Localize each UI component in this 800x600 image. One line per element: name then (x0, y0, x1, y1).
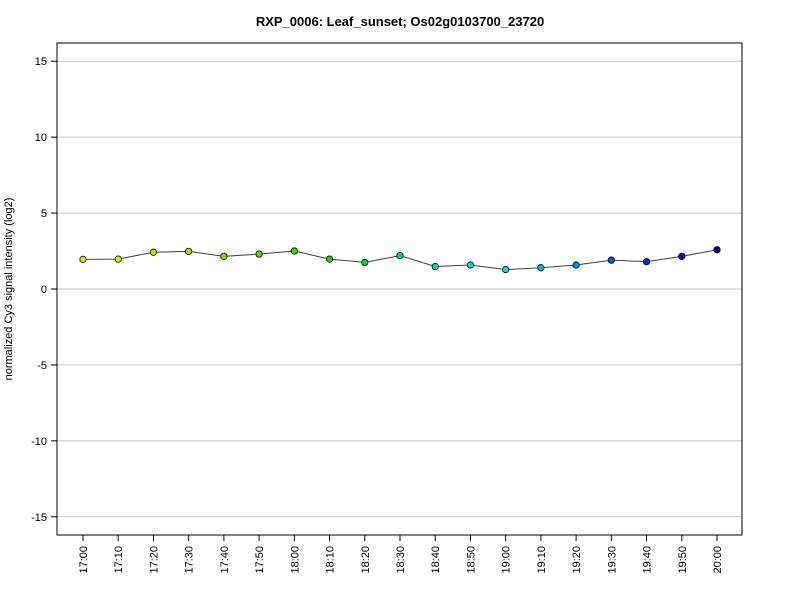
data-point (713, 246, 721, 254)
x-tick-label: 19:20 (571, 546, 583, 574)
y-axis-label: normalized Cy3 signal intensity (log2) (3, 198, 15, 381)
data-point (431, 262, 439, 271)
x-tick-label: 18:40 (430, 546, 442, 574)
data-point (79, 255, 87, 263)
x-tick-label: 19:10 (536, 546, 548, 574)
y-tick-label: 5 (41, 208, 47, 220)
data-point (466, 261, 475, 269)
data-point (220, 252, 228, 260)
data-point (185, 247, 193, 255)
y-tick-label: 0 (41, 284, 47, 296)
gridlines (57, 60, 742, 518)
data-point (572, 261, 580, 269)
data-point (678, 252, 686, 260)
x-tick-label: 17:10 (113, 546, 125, 574)
data-point (149, 248, 158, 256)
data-point (642, 258, 651, 266)
x-tick-label: 18:30 (395, 546, 407, 574)
x-axis: 17:00 17:10 17:20 17:30 17:40 17:50 18:00 18:10… (78, 534, 724, 574)
x-tick-label: 18:10 (325, 546, 337, 574)
x-tick-label: 18:50 (465, 546, 477, 574)
y-tick-label: 10 (35, 132, 47, 144)
data-point (502, 265, 510, 274)
data-point (537, 264, 545, 272)
data-point (255, 250, 263, 258)
data-point (114, 255, 122, 263)
y-axis: -15 -10 -5 0 5 10 15 (31, 56, 57, 524)
data-point (325, 255, 334, 263)
data-points (79, 246, 721, 274)
x-tick-label: 18:00 (289, 546, 301, 574)
y-tick-label: -5 (37, 360, 47, 372)
data-point (607, 256, 615, 264)
data-point (396, 251, 404, 260)
y-tick-label: 15 (35, 56, 47, 68)
x-tick-label: 17:50 (254, 546, 266, 574)
x-tick-label: 19:30 (606, 546, 618, 574)
y-tick-label: -10 (31, 436, 47, 448)
x-tick-label: 19:40 (642, 546, 654, 574)
chart-title: RXP_0006: Leaf_sunset; Os02g0103700_2372… (256, 14, 544, 29)
data-point (361, 258, 369, 267)
x-tick-label: 18:20 (360, 546, 372, 574)
x-tick-label: 17:00 (78, 546, 90, 574)
x-tick-label: 20:00 (712, 546, 724, 574)
x-tick-label: 17:30 (184, 546, 196, 574)
y-tick-label: -15 (31, 512, 47, 524)
x-tick-label: 17:20 (148, 546, 160, 574)
x-tick-label: 17:40 (219, 546, 231, 574)
x-tick-label: 19:00 (501, 546, 513, 574)
data-point (290, 247, 298, 255)
x-tick-label: 19:50 (677, 546, 689, 574)
